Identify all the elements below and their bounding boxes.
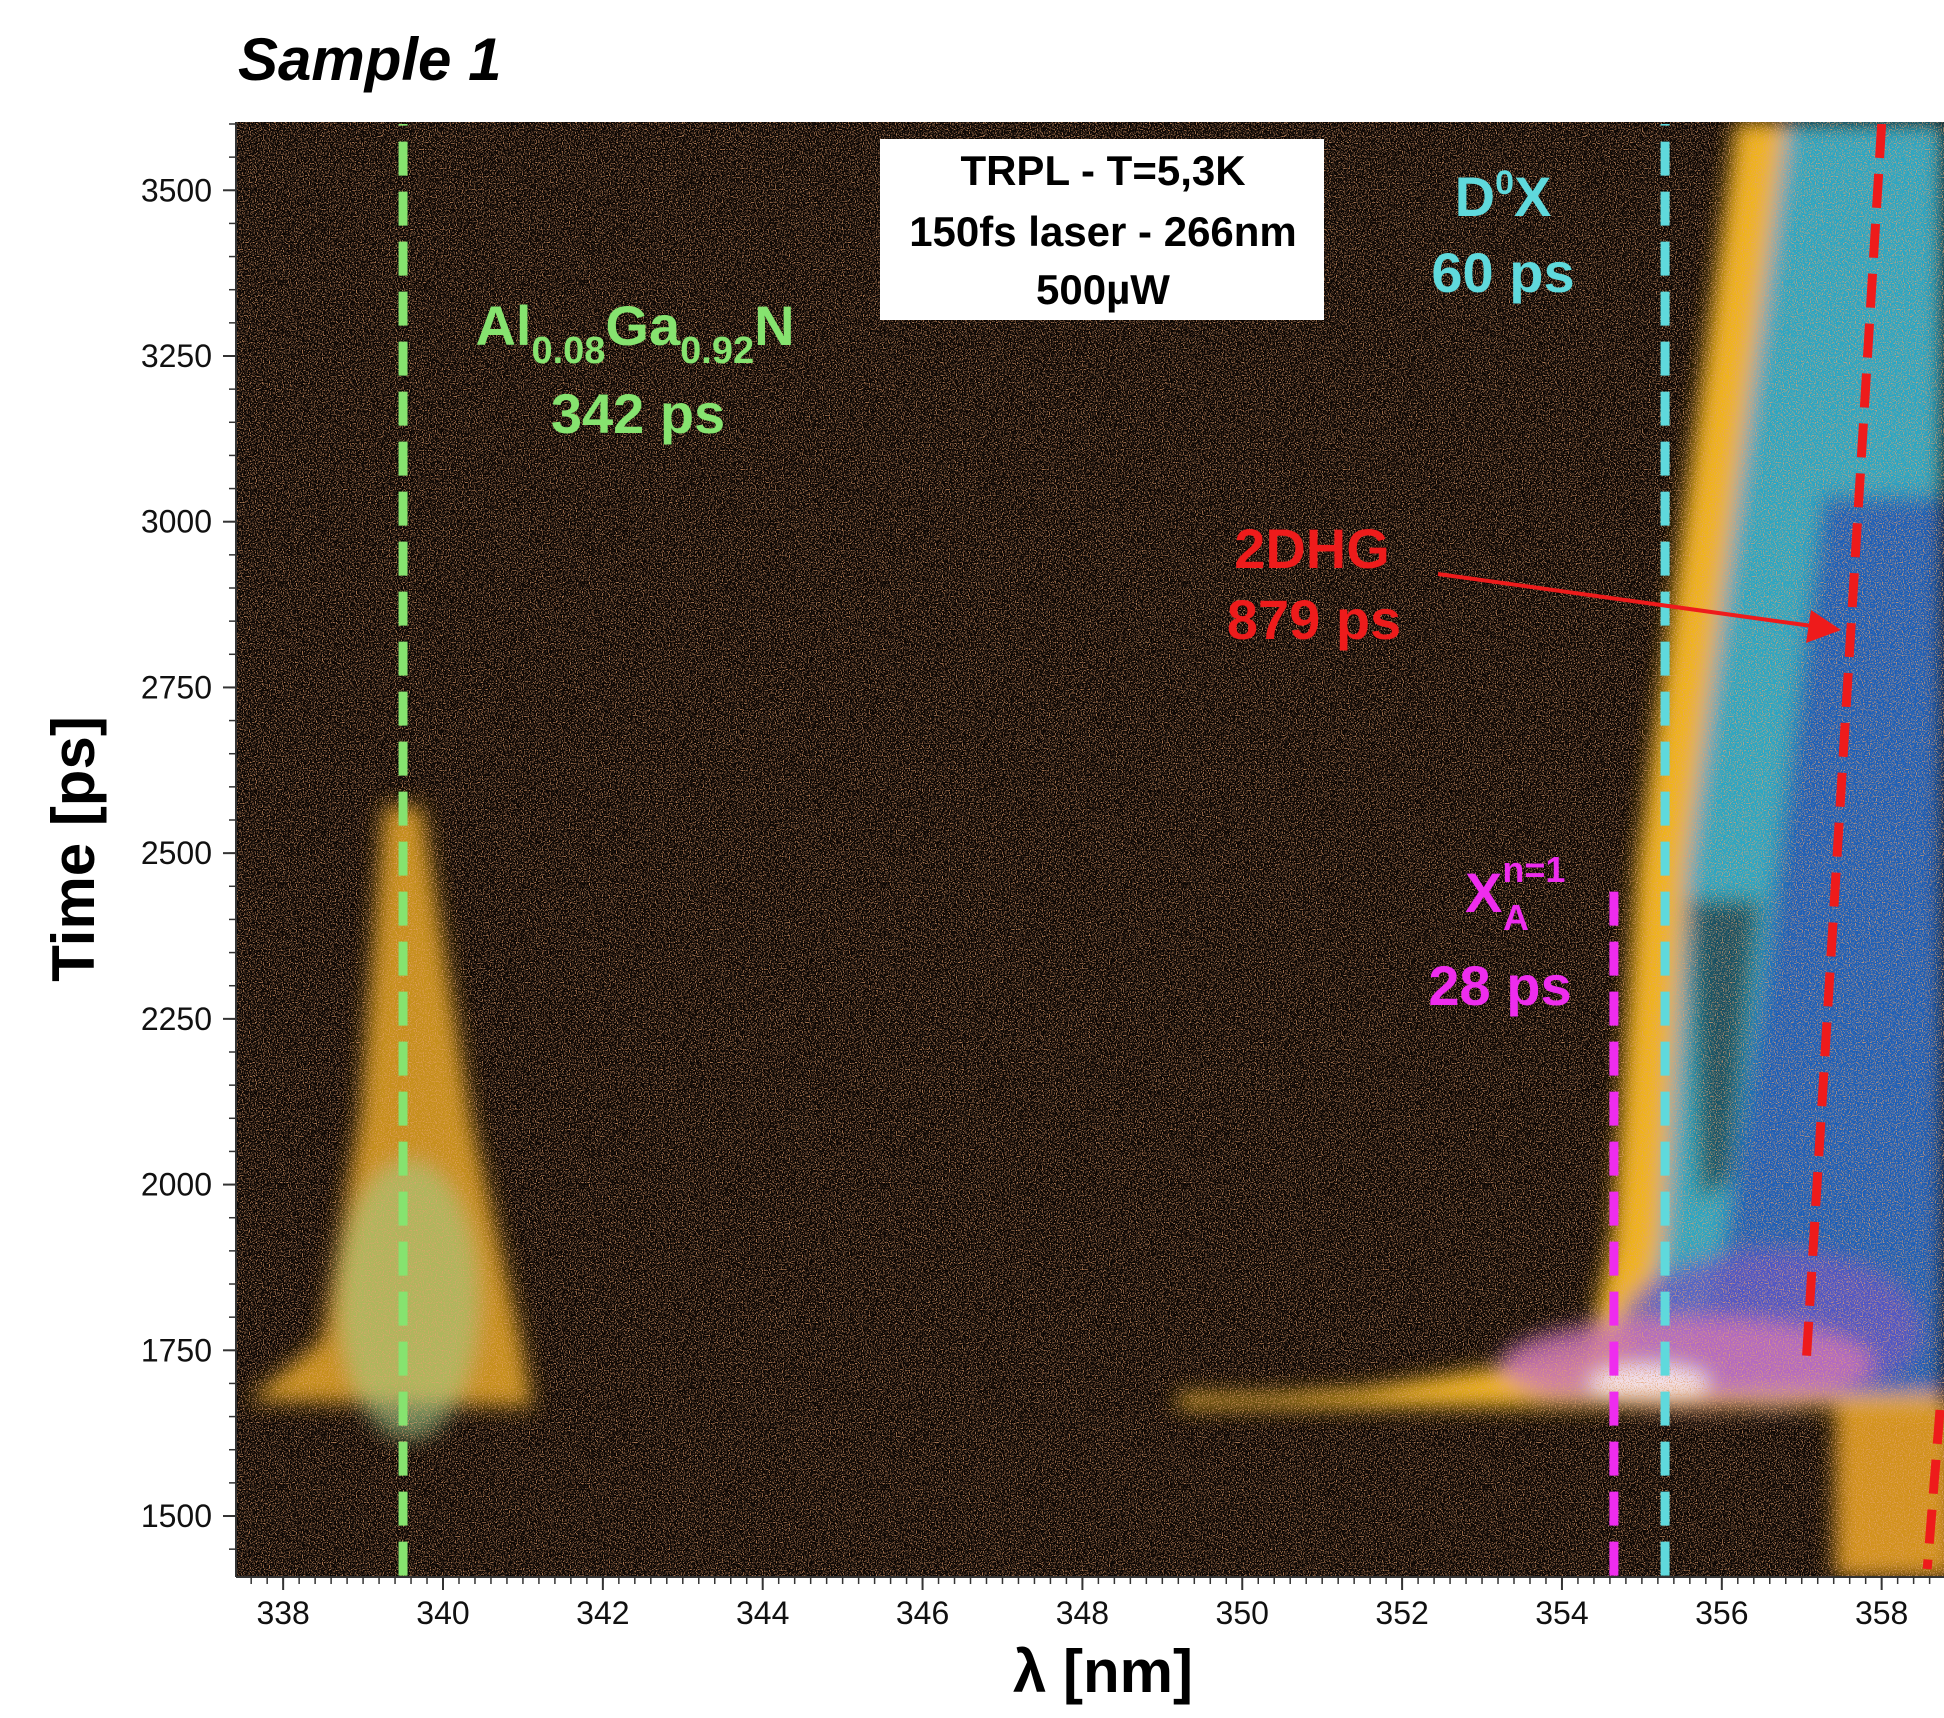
x-tick-label: 350 bbox=[1216, 1595, 1269, 1631]
y-tick-label: 2000 bbox=[141, 1167, 212, 1203]
label-part: N bbox=[754, 294, 794, 357]
y-axis-title: Time [ps] bbox=[40, 716, 107, 982]
label-subscript: 0.08 bbox=[531, 330, 605, 372]
annotation-label: Xn=1 A bbox=[1465, 849, 1565, 938]
label-part: X bbox=[1465, 861, 1502, 924]
y-tick-label: 1500 bbox=[141, 1498, 212, 1534]
info-line: 500µW bbox=[1036, 266, 1170, 313]
label-part: Al bbox=[475, 294, 531, 357]
annotation-arrow bbox=[1437, 572, 1813, 628]
lifetime-label: 28 ps bbox=[1428, 954, 1571, 1017]
label-part: D bbox=[1455, 165, 1495, 228]
y-tick-label: 1750 bbox=[141, 1332, 212, 1368]
y-tick-label: 2250 bbox=[141, 1001, 212, 1037]
marker-line bbox=[1922, 1409, 1944, 1570]
y-tick-label: 2500 bbox=[141, 835, 212, 871]
chart-title: Sample 1 bbox=[238, 26, 501, 93]
lifetime-label: 342 ps bbox=[551, 382, 725, 445]
x-axis-title: λ [nm] bbox=[1013, 1638, 1193, 1705]
x-tick-label: 342 bbox=[576, 1595, 629, 1631]
lifetime-label: 60 ps bbox=[1431, 241, 1574, 304]
y-tick-label: 3000 bbox=[141, 504, 212, 540]
axes bbox=[223, 122, 1944, 1590]
y-tick-label: 3500 bbox=[141, 172, 212, 208]
x-tick-label: 348 bbox=[1056, 1595, 1109, 1631]
label-subscript: A bbox=[1503, 897, 1529, 938]
x-tick-label: 356 bbox=[1695, 1595, 1748, 1631]
annotation-label: D0X bbox=[1455, 164, 1552, 228]
info-line: 150fs laser - 266nm bbox=[909, 208, 1297, 255]
info-line: TRPL - T=5,3K bbox=[960, 147, 1245, 194]
x-tick-label: 340 bbox=[416, 1595, 469, 1631]
x-tick-label: 338 bbox=[256, 1595, 309, 1631]
x-tick-label: 352 bbox=[1375, 1595, 1428, 1631]
label-subscript: 0.92 bbox=[680, 330, 754, 372]
annotation-label: Al0.08Ga0.92N bbox=[475, 294, 794, 372]
heatmap-image bbox=[236, 122, 1944, 1577]
annotation-label: 2DHG bbox=[1234, 517, 1390, 580]
marker-line bbox=[1801, 123, 1887, 1371]
annotations: Al0.08Ga0.92N 342 ps D0X 60 ps 2DHG 879 … bbox=[475, 164, 1841, 1017]
y-tick-label: 2750 bbox=[141, 669, 212, 705]
arrow-head bbox=[1806, 610, 1841, 643]
label-superscript: 0 bbox=[1495, 164, 1514, 202]
info-box bbox=[880, 139, 1324, 320]
x-tick-label: 344 bbox=[736, 1595, 789, 1631]
x-tick-label: 354 bbox=[1535, 1595, 1588, 1631]
lifetime-label: 879 ps bbox=[1227, 588, 1401, 651]
label-superscript: n=1 bbox=[1502, 849, 1565, 890]
label-part: X bbox=[1514, 165, 1551, 228]
label-part: Ga bbox=[605, 294, 681, 357]
y-tick-label: 3250 bbox=[141, 338, 212, 374]
x-tick-label: 346 bbox=[896, 1595, 949, 1631]
x-tick-label: 358 bbox=[1855, 1595, 1908, 1631]
